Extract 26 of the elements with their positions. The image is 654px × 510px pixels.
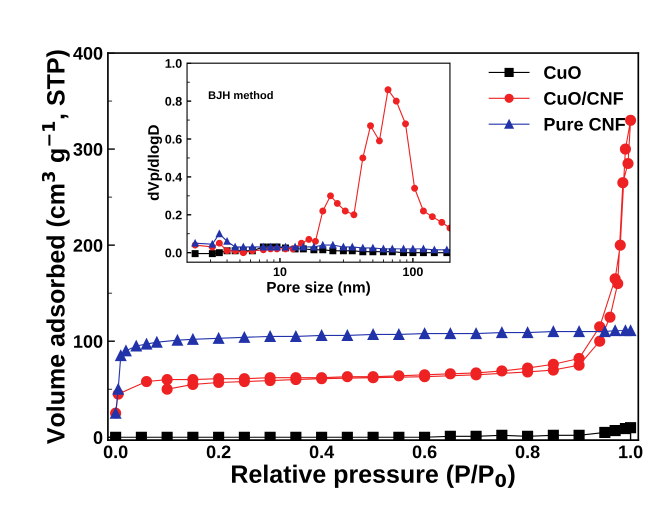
y-tick-label: 0.6 (165, 134, 182, 144)
y-tick-label: 100 (74, 335, 102, 348)
x-axis-title: Pore size (nm) (267, 281, 370, 296)
y-tick-label: 200 (74, 239, 102, 252)
y-tick-label: 1.0 (166, 59, 182, 68)
legend-label: Pure CNF (544, 118, 626, 131)
x-tick-label: 0.6 (412, 445, 436, 458)
x-tick-label: 1.0 (619, 445, 642, 458)
y-tick-label: 0.2 (165, 210, 182, 220)
annotation: BJH method (208, 90, 273, 100)
legend-label: CuO (544, 66, 581, 79)
y-tick-label: 0.4 (165, 172, 182, 182)
y-tick-label: 0.0 (165, 248, 182, 258)
y-axis-title: dVp/dlogD (148, 125, 162, 200)
x-tick-label: 0.4 (310, 445, 334, 458)
legend-label: CuO/CNF (544, 92, 623, 105)
y-axis-title: Volume adsorbed (cm$^{3}$ g$^{−1}$, STP) (42, 50, 70, 444)
y-tick-label: 400 (73, 46, 102, 60)
y-tick-label: 300 (73, 143, 102, 156)
x-tick-label: 0.2 (206, 445, 230, 458)
y-tick-label: 0.8 (165, 96, 182, 106)
x-tick-label: 0.8 (516, 445, 540, 458)
x-tick-label: 0.0 (104, 445, 128, 458)
x-axis-title: Relative pressure (P/P$_{0}$) (232, 464, 515, 488)
y-tick-label: 0 (94, 431, 102, 444)
x-tick-label: 10 (274, 267, 286, 276)
